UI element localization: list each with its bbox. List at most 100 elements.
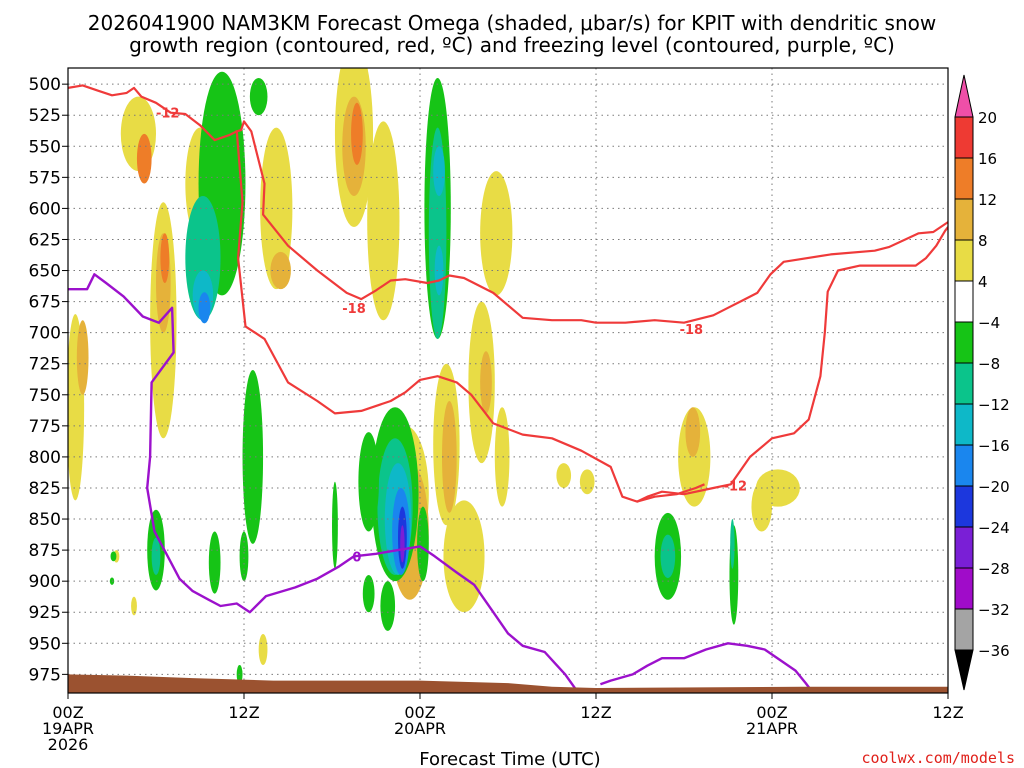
dgz-contour-0 — [68, 84, 948, 324]
omega-negative-region-26 — [332, 481, 338, 569]
colorbar-swatch-4 — [954, 239, 974, 282]
y-tick-label-9: 725 — [29, 355, 61, 375]
omega-negative-region-19 — [417, 506, 429, 582]
grid-lines — [68, 68, 948, 693]
omega-positive-region-23 — [556, 463, 572, 488]
colorbar-label-7: −12 — [978, 396, 1010, 414]
x-tick-label-2-0: 00Z — [404, 703, 435, 722]
colorbar-label-0: 20 — [978, 109, 997, 127]
omega-negative-region-24 — [433, 146, 445, 196]
colorbar-label-1: 16 — [978, 150, 997, 168]
dgz-label-2: -12 — [724, 479, 748, 494]
colorbar-swatch-11 — [954, 526, 974, 569]
omega-negative-region-20 — [380, 581, 396, 631]
omega-negative-region-4 — [198, 292, 211, 324]
colorbar-label-6: −8 — [978, 355, 1000, 373]
colorbar-swatch-7 — [954, 362, 974, 405]
omega-positive-region-18 — [443, 500, 485, 613]
omega-positive-region-6 — [160, 233, 170, 283]
dgz-contour-3 — [636, 483, 705, 503]
colorbar-swatch-8 — [954, 403, 974, 446]
y-tick-label-4: 600 — [29, 199, 61, 219]
x-tick-label-3-0: 12Z — [580, 703, 611, 722]
colorbar-bottom-arrow — [954, 649, 974, 691]
omega-positive-region-12 — [351, 102, 363, 165]
colorbar-top-arrow — [954, 74, 974, 118]
omega-positive-region-28 — [751, 481, 772, 532]
chart-title-line2: growth region (contoured, red, ºC) and f… — [129, 33, 895, 57]
terrain — [68, 674, 948, 693]
y-tick-label-12: 800 — [29, 448, 61, 468]
omega-positive-region-17 — [442, 401, 457, 513]
y-tick-label-19: 975 — [29, 665, 61, 685]
omega-shading — [68, 68, 800, 684]
omega-negative-region-28 — [660, 534, 676, 579]
x-tick-label-1-0: 12Z — [228, 703, 259, 722]
colorbar-swatch-9 — [954, 444, 974, 487]
omega-positive-region-13 — [367, 121, 400, 321]
y-tick-label-2: 550 — [29, 137, 61, 157]
omega-negative-region-9 — [151, 537, 161, 575]
omega-positive-region-21 — [480, 171, 513, 296]
colorbar-label-9: −20 — [978, 478, 1010, 496]
contour-lines — [68, 84, 948, 693]
colorbar: 20 16 12 8 4 −4 −8 −12 −16 −20 −24 −28 −32 −36 — [954, 74, 1010, 691]
y-tick-label-15: 875 — [29, 541, 61, 561]
y-tick-label-11: 775 — [29, 417, 61, 437]
plot-frame — [67, 67, 949, 694]
chart-title-line1: 2026041900 NAM3KM Forecast Omega (shaded… — [88, 11, 936, 35]
omega-positive-region-29 — [258, 633, 268, 666]
omega-negative-region-30 — [730, 519, 735, 569]
dgz-label-0: -12 — [156, 107, 180, 122]
colorbar-swatch-1 — [954, 116, 974, 159]
omega-negative-region-25 — [434, 245, 444, 296]
colorbar-label-8: −16 — [978, 437, 1010, 455]
omega-negative-region-10 — [110, 551, 117, 562]
colorbar-swatch-12 — [954, 567, 974, 610]
colorbar-swatch-2 — [954, 157, 974, 200]
y-axis: 500 525 550 575 600 625 650 675 700 725 750 775 800 8… — [29, 75, 68, 685]
y-tick-label-7: 675 — [29, 293, 61, 313]
y-tick-label-3: 575 — [29, 168, 61, 188]
freezing-level-contour — [68, 273, 580, 693]
y-tick-label-10: 750 — [29, 386, 61, 406]
terrain-fill — [68, 674, 948, 693]
colorbar-swatch-5 — [954, 280, 974, 323]
omega-negative-region-5 — [242, 369, 264, 544]
credit-text: coolwx.com/models — [861, 749, 1015, 767]
x-tick-label-2-1: 20APR — [394, 719, 446, 738]
omega-negative-region-21 — [362, 574, 375, 613]
colorbar-label-5: −4 — [978, 314, 1000, 332]
dgz-extra-label-1: -18 — [680, 323, 704, 338]
colorbar-label-3: 8 — [978, 232, 988, 250]
y-tick-label-6: 650 — [29, 262, 61, 282]
colorbar-label-2: 12 — [978, 191, 997, 209]
colorbar-swatch-6 — [954, 321, 974, 364]
omega-positive-region-3 — [136, 133, 152, 184]
y-tick-label-8: 700 — [29, 324, 61, 344]
omega-negative-region-0 — [249, 77, 268, 116]
y-tick-label-0: 500 — [29, 75, 61, 95]
plot-area: -12 -18 -18 -12 0 — [67, 67, 949, 694]
x-tick-label-0-2: 2026 — [48, 735, 89, 754]
omega-negative-region-7 — [208, 531, 221, 594]
y-tick-label-5: 625 — [29, 230, 61, 250]
x-tick-label-5-0: 12Z — [932, 703, 963, 722]
freezing-level-label: 0 — [352, 550, 361, 565]
colorbar-label-10: −24 — [978, 519, 1010, 537]
colorbar-label-12: −32 — [978, 601, 1010, 619]
y-tick-label-18: 950 — [29, 634, 61, 654]
omega-positive-region-30 — [131, 596, 137, 616]
colorbar-swatch-13 — [954, 608, 974, 651]
y-tick-label-13: 825 — [29, 479, 61, 499]
x-tick-label-4-1: 21APR — [746, 719, 798, 738]
x-tick-label-4-0: 00Z — [756, 703, 787, 722]
omega-positive-region-1 — [76, 320, 89, 395]
colorbar-swatch-10 — [954, 485, 974, 528]
y-tick-label-1: 525 — [29, 106, 61, 126]
omega-negative-region-6 — [239, 531, 249, 582]
colorbar-swatch-3 — [954, 198, 974, 241]
freezing-level-contour-2 — [599, 642, 815, 693]
